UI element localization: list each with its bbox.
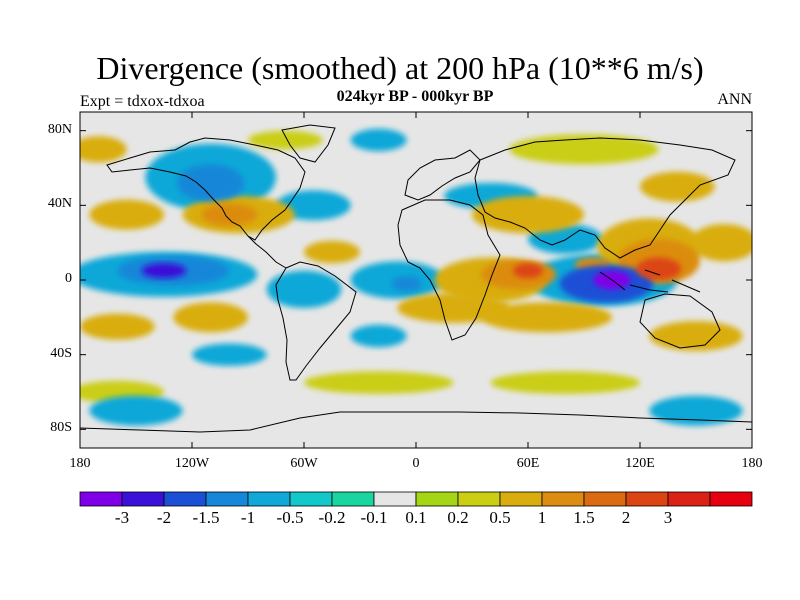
field-blob [640,171,715,202]
field-blob [490,371,640,394]
chart-title: Divergence (smoothed) at 200 hPa (10**6 … [96,50,704,86]
colorbar-swatch [331,491,375,507]
colorbar-label: -0.1 [360,508,388,527]
season-label: ANN [717,91,752,108]
field-blob [481,302,612,333]
field-blob [266,270,342,309]
coastline-asia [474,137,736,259]
field-blob [304,371,454,394]
x-tick-label: 120E [625,456,655,471]
field-blob [391,276,422,292]
coastline-indonesia [599,269,701,293]
field-blob [350,128,407,152]
field-blob [89,199,164,230]
x-tick-label: 0 [412,456,420,471]
field-blob [472,196,584,234]
colorbar-swatch [457,491,501,507]
field-blob [80,313,155,340]
colorbar-label: 0.2 [447,508,469,527]
coastline-antarctica [80,411,752,433]
field-blob [276,190,351,221]
colorbar-label: 0.5 [489,508,511,527]
colorbar-label: -1 [240,508,256,527]
x-tick-label: 180 [741,456,763,471]
field-blob [509,134,659,165]
colorbar-label: 3 [663,508,673,527]
coastline-south-america [275,261,357,381]
field-blob [304,240,360,264]
field-blob [201,203,258,226]
colorbar-label: -0.5 [276,508,304,527]
y-tick-label: 40S [50,345,72,361]
coastlines [80,124,752,433]
colorbar-swatch [373,491,417,507]
x-tick-label: 120W [174,456,210,471]
field-blob [513,263,543,279]
coastline-africa [397,199,501,341]
y-tick-label: 40N [47,196,72,212]
field-blob [89,395,183,426]
colorbar-swatch [79,491,123,507]
colorbar-swatch [709,491,753,507]
colorbar-label: -3 [114,508,130,527]
colorbar-swatch [583,491,627,507]
colorbar-swatch [415,491,459,507]
field-blob [397,293,510,323]
x-tick-label: 180 [69,456,91,471]
colorbar-label: -2 [156,508,172,527]
colorbar-swatch [625,491,669,507]
coastline-central-america [247,235,287,269]
colorbar-label: 0.1 [405,508,427,527]
colorbar-label: 1.5 [573,508,595,527]
field-blob [690,224,752,262]
field-blob [649,395,743,426]
coastline-australia [639,293,721,349]
colorbar-swatch [163,491,207,507]
field-blob [177,164,245,202]
colorbar-swatch [121,491,165,507]
field-blob [141,263,187,279]
colorbar-label: -1.5 [192,508,220,527]
y-tick-label: 80S [50,420,72,436]
field-blob [192,343,267,366]
colorbar-swatch [289,491,333,507]
colorbar [79,491,753,507]
experiment-label: Expt = tdxox-tdxoa [80,93,205,110]
colorbar-swatch [247,491,291,507]
colorbar-swatch [205,491,249,507]
colorbar-swatch [541,491,585,507]
field-blob [636,257,682,280]
coastline-greenland [281,124,336,163]
colorbar-label: -0.2 [318,508,346,527]
x-tick-label: 60E [516,456,540,471]
field-blob [173,302,248,333]
colorbar-label: 1 [537,508,547,527]
field-blob [80,136,127,163]
colorbar-swatch [499,491,543,507]
y-tick-label: 80N [47,121,72,137]
colorbar-label: 2 [621,508,631,527]
field-blob [350,324,407,348]
x-tick-label: 60W [290,456,318,471]
chart-subtitle: 024kyr BP - 000kyr BP [336,88,494,105]
y-tick-label: 0 [65,271,72,286]
axis-tick-marks [79,112,753,448]
colorbar-swatch [667,491,711,507]
field-blob [248,130,323,150]
coastline-north-america [106,137,306,241]
